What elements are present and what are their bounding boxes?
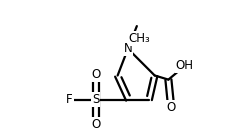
Text: O: O [91, 118, 100, 131]
Text: O: O [167, 101, 176, 114]
Text: F: F [66, 93, 73, 106]
Text: CH₃: CH₃ [129, 32, 150, 45]
Text: O: O [91, 68, 100, 81]
Text: N: N [124, 42, 132, 55]
Text: S: S [92, 93, 99, 106]
Text: OH: OH [176, 59, 194, 72]
